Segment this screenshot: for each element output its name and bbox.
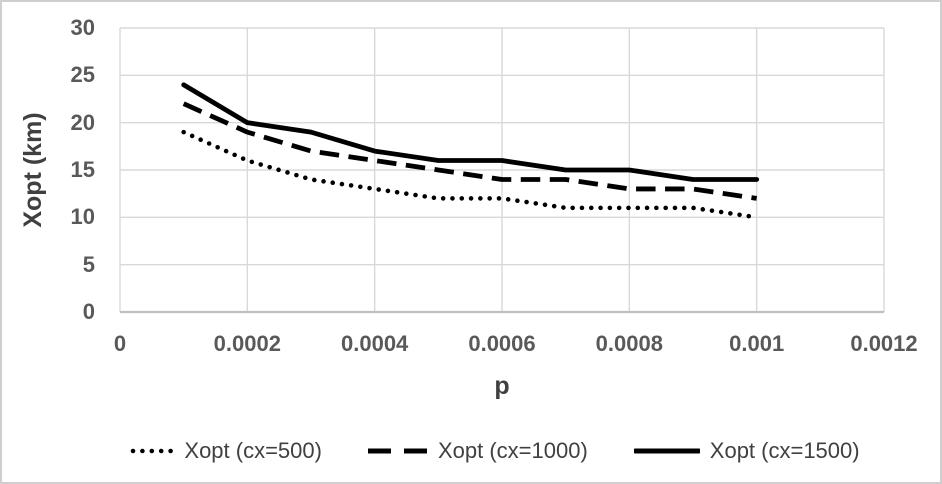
y-tick-label: 15 bbox=[70, 157, 95, 182]
x-tick-label: 0 bbox=[113, 331, 127, 356]
legend-label: Xopt (cx=1000) bbox=[437, 438, 588, 463]
y-tick-label: 10 bbox=[70, 204, 95, 230]
y-tick-label: 0 bbox=[82, 299, 95, 324]
x-axis-title: p bbox=[494, 372, 510, 400]
legend-label: Xopt (cx=1500) bbox=[709, 438, 860, 463]
y-tick-label: 5 bbox=[82, 251, 95, 277]
x-tick-label: 0.0002 bbox=[213, 331, 281, 356]
solid-line-marker bbox=[633, 448, 700, 454]
y-axis-title: Xopt (km) bbox=[19, 112, 47, 228]
dotted-line-marker bbox=[131, 448, 174, 454]
legend-item-cx1000: Xopt (cx=1000) bbox=[367, 437, 588, 465]
dashed-line-marker bbox=[367, 448, 428, 454]
series-solid-line bbox=[181, 82, 760, 182]
legend: Xopt (cx=500) Xopt (cx=1000) Xopt (cx=15… bbox=[24, 437, 942, 465]
legend-item-cx500: Xopt (cx=500) bbox=[130, 437, 322, 465]
x-tick-label: 0.001 bbox=[729, 331, 785, 356]
x-tick-label: 0.0004 bbox=[341, 331, 409, 356]
series-dotted-line bbox=[181, 129, 759, 220]
y-tick-label: 25 bbox=[70, 62, 95, 88]
x-tick-label: 0.0006 bbox=[468, 331, 536, 356]
x-tick-label: 0.0008 bbox=[595, 331, 663, 356]
series-dashed-line bbox=[182, 101, 758, 201]
y-tick-label: 30 bbox=[70, 15, 95, 40]
legend-item-cx1500: Xopt (cx=1500) bbox=[633, 437, 860, 465]
y-tick-label: 20 bbox=[70, 109, 95, 135]
x-tick-label: 0.0012 bbox=[850, 331, 918, 356]
legend-label: Xopt (cx=500) bbox=[184, 438, 322, 463]
